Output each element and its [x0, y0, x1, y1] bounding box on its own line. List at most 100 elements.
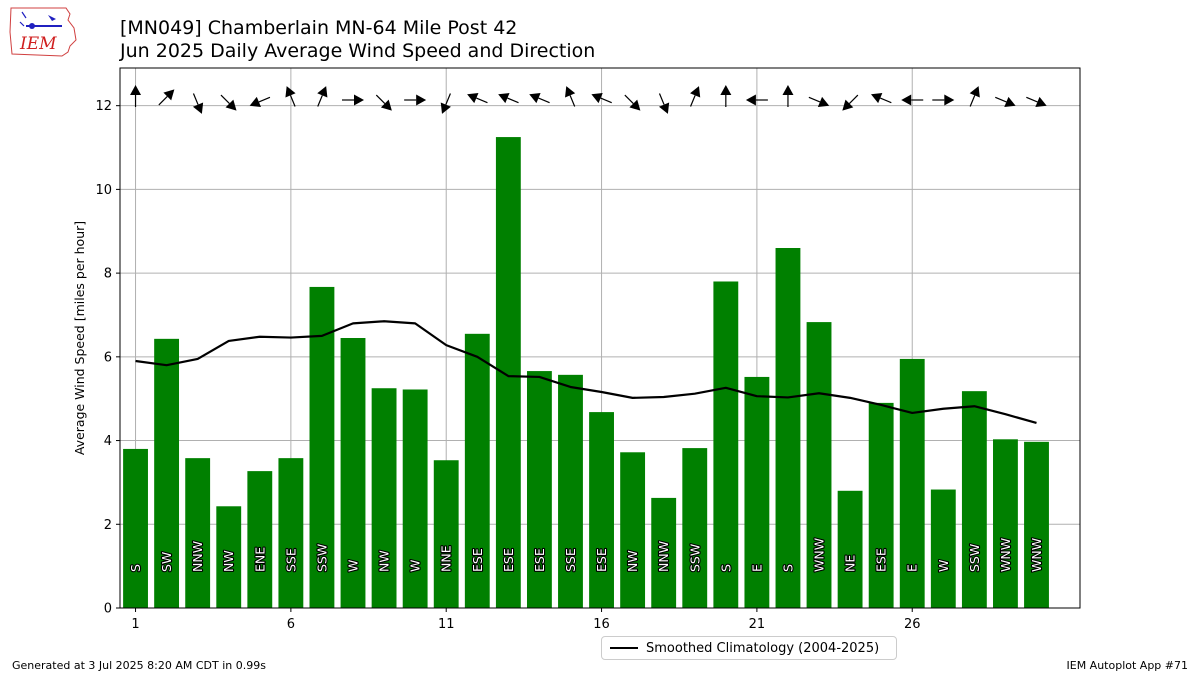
- direction-label-day-17: NW: [625, 550, 640, 572]
- climatology-layer: [135, 320, 1037, 425]
- logo-text: IEM: [19, 34, 57, 54]
- direction-label-day-11: NNE: [439, 545, 454, 572]
- iowa-state-outline: [9, 7, 77, 57]
- bar-day-3: [185, 458, 211, 608]
- climatology-line: [135, 320, 1037, 425]
- wind-arrow-day-6: [285, 86, 296, 107]
- wind-arrow-day-11: [440, 93, 451, 114]
- direction-label-day-19: SSW: [687, 544, 702, 572]
- direction-label-day-2: SW: [159, 552, 174, 572]
- wind-arrow-day-22: [782, 85, 794, 107]
- bar-day-10: [402, 389, 428, 608]
- x-tick-label: 1: [131, 617, 139, 632]
- bar-day-25: [868, 402, 894, 608]
- x-tick-label: 11: [438, 617, 455, 632]
- direction-label-day-28: SSW: [967, 544, 982, 572]
- direction-label-day-25: ESE: [874, 548, 889, 572]
- bar-day-24: [837, 490, 863, 608]
- wind-arrow-day-10: [404, 94, 427, 106]
- direction-label-day-9: NW: [377, 550, 392, 572]
- wind-mark-icon: [19, 11, 27, 27]
- bar-day-20: [713, 281, 739, 608]
- bar-day-19: [682, 448, 708, 608]
- direction-label-day-13: ESE: [501, 548, 516, 572]
- bar-day-23: [806, 322, 832, 608]
- bar-day-15: [558, 374, 583, 608]
- direction-label-day-15: SSE: [563, 548, 578, 572]
- direction-label-day-12: ESE: [470, 548, 485, 572]
- wind-arrow-day-26: [901, 94, 924, 106]
- wind-arrow-day-8: [342, 94, 365, 106]
- app-footer: IEM Autoplot App #71: [1066, 659, 1189, 672]
- plot-frame: [119, 67, 1081, 609]
- direction-label-day-3: NNW: [190, 541, 205, 572]
- wind-arrow-day-7: [317, 86, 328, 107]
- bar-day-1: [123, 448, 148, 608]
- y-tick-label: 6: [104, 350, 112, 365]
- y-axis-label: Average Wind Speed [miles per hour]: [72, 221, 87, 455]
- chart-title-station: [MN049] Chamberlain MN-64 Mile Post 42: [120, 17, 518, 39]
- bar-day-11: [433, 460, 459, 608]
- y-tick-label: 8: [104, 267, 112, 282]
- wind-arrow-day-21: [745, 94, 768, 106]
- generated-footer: Generated at 3 Jul 2025 8:20 AM CDT in 0…: [12, 659, 266, 672]
- direction-label-day-24: NE: [843, 555, 858, 572]
- wind-arrow-day-25: [871, 93, 892, 104]
- bar-day-7: [309, 286, 335, 608]
- chart-legend: Smoothed Climatology (2004-2025): [601, 636, 897, 660]
- bar-day-30: [1024, 441, 1049, 608]
- direction-label-day-6: SSE: [283, 548, 298, 572]
- direction-label-day-27: W: [936, 560, 951, 572]
- wind-arrow-day-2: [158, 89, 175, 106]
- wind-arrow-day-3: [192, 93, 204, 114]
- direction-label-day-21: E: [749, 564, 764, 572]
- bar-day-21: [744, 376, 770, 608]
- wind-arrow-day-29: [995, 96, 1016, 107]
- iem-logo: IEM: [9, 7, 77, 57]
- bar-day-13: [495, 137, 521, 608]
- bar-day-18: [651, 497, 677, 608]
- bar-day-28: [961, 391, 987, 608]
- bar-day-6: [278, 458, 304, 608]
- direction-label-day-23: WNW: [812, 538, 827, 572]
- x-tick-label: 21: [749, 617, 766, 632]
- direction-label-day-20: S: [718, 564, 733, 572]
- bar-day-12: [464, 333, 490, 608]
- direction-label-day-29: WNW: [998, 538, 1013, 572]
- direction-label-day-30: WNW: [1029, 538, 1044, 572]
- wind-arrow-day-19: [689, 86, 701, 107]
- legend-label: Smoothed Climatology (2004-2025): [646, 640, 880, 656]
- wind-vane-icon: [48, 15, 56, 21]
- bar-day-8: [340, 338, 366, 608]
- weather-icon-dot: [29, 23, 35, 29]
- wind-arrow-day-17: [624, 94, 641, 111]
- direction-label-day-5: ENE: [252, 547, 267, 572]
- wind-arrows-layer: [130, 85, 1047, 114]
- direction-label-day-7: SSW: [314, 544, 329, 572]
- wind-arrow-day-15: [565, 86, 576, 107]
- wind-arrow-day-13: [498, 93, 519, 104]
- x-tick-label: 26: [904, 617, 921, 632]
- bar-day-17: [620, 452, 646, 608]
- bars-layer: [123, 137, 1049, 608]
- y-tick-label: 10: [95, 183, 112, 198]
- bar-day-16: [589, 412, 614, 608]
- wind-arrow-day-30: [1026, 96, 1047, 107]
- direction-label-day-16: ESE: [594, 548, 609, 572]
- y-tick-label: 12: [95, 99, 112, 114]
- wind-arrow-day-12: [467, 93, 488, 104]
- bar-day-26: [899, 358, 925, 608]
- wind-arrow-day-5: [249, 96, 271, 107]
- legend-line-swatch: [610, 647, 638, 649]
- direction-label-day-14: ESE: [532, 548, 547, 572]
- bar-day-2: [154, 338, 180, 608]
- bar-day-14: [526, 371, 552, 608]
- wind-arrow-day-24: [842, 94, 859, 111]
- x-tick-label: 16: [593, 617, 610, 632]
- y-tick-label: 4: [104, 434, 112, 449]
- direction-label-day-4: NW: [221, 550, 236, 572]
- bar-day-22: [775, 248, 801, 608]
- wind-arrow-day-20: [720, 85, 732, 107]
- wind-arrow-day-14: [529, 93, 550, 104]
